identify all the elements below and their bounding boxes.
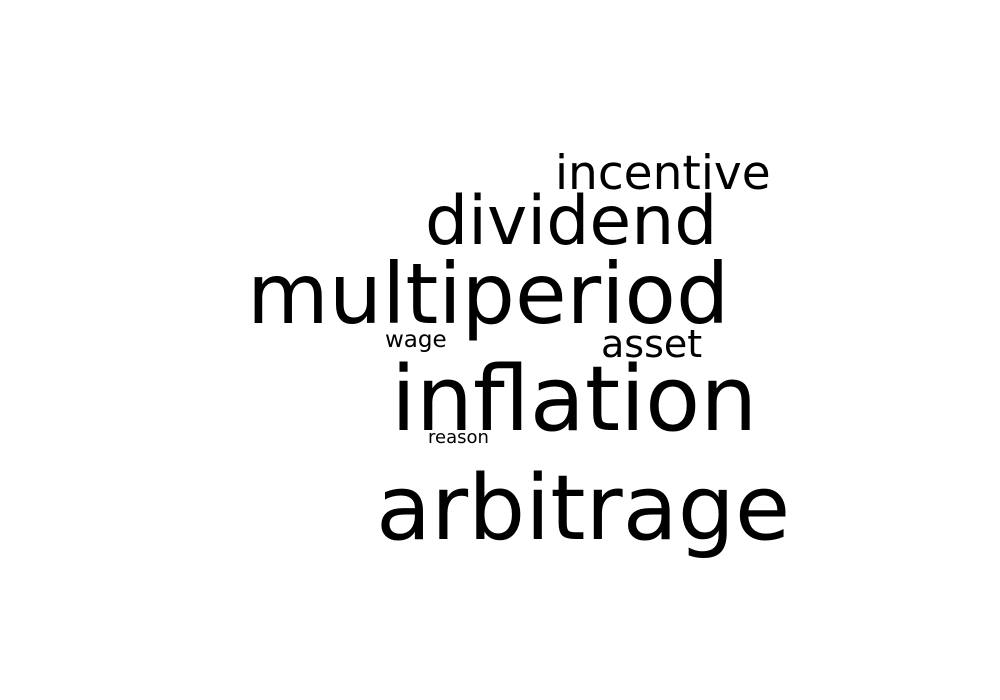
word-incentive: incentive [555,146,771,201]
word-wage: wage [385,327,447,353]
word-arbitrage: arbitrage [376,456,791,561]
word-asset: asset [601,322,703,366]
word-dividend: dividend [425,182,718,261]
word-multiperiod: multiperiod [247,245,730,343]
word-reason: reason [428,427,489,448]
word-inflation: inflation [391,347,758,452]
